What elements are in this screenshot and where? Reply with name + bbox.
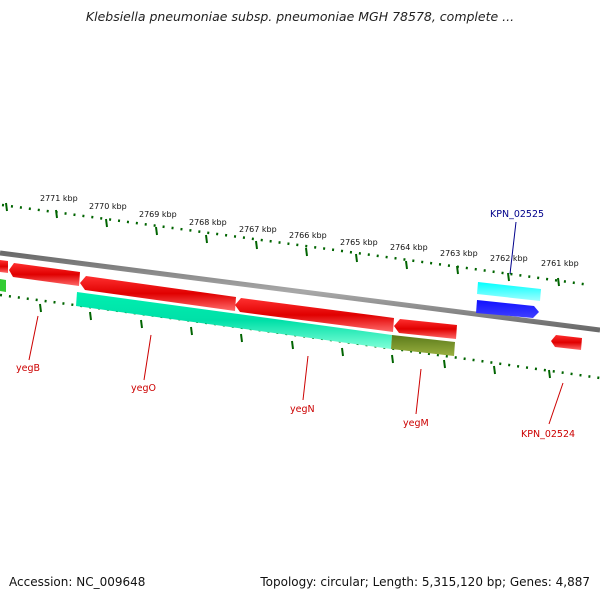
ruler-tick-lower: [291, 340, 294, 350]
gene-label-kpn-02525[interactable]: KPN_02525: [490, 209, 544, 220]
ruler-tick-lower: [39, 303, 42, 313]
genome-backbone: [0, 250, 600, 333]
feature-olive-band[interactable]: [391, 335, 455, 356]
leader-kpn-02525: [509, 221, 517, 275]
ruler-tick-lower: [493, 365, 496, 375]
ruler-tick-upper: [105, 218, 108, 228]
ruler-tick-lower: [341, 347, 344, 357]
ruler-tick-upper: [456, 265, 459, 275]
feature-yegB[interactable]: [9, 263, 80, 286]
gene-label-kpn-02524[interactable]: KPN_02524: [521, 429, 575, 440]
ruler-tick-label: 2763 kbp: [440, 249, 478, 258]
ruler-tick-upper: [355, 253, 358, 263]
ruler-tick-upper: [557, 277, 560, 287]
ruler-tick-upper: [5, 202, 8, 212]
ruler-tick-upper: [55, 209, 58, 219]
feature-cyan-upper[interactable]: [477, 282, 541, 301]
feature-kpn-02525[interactable]: [476, 300, 539, 318]
feature-yegO-red[interactable]: [80, 276, 236, 311]
gene-label-yegB[interactable]: yegB: [16, 363, 40, 374]
ruler-tick-lower: [240, 333, 243, 343]
ruler-dotted-arc-upper: [1, 203, 591, 287]
leader-yegN: [302, 355, 309, 401]
leader-yegM: [415, 368, 422, 415]
map-title: Klebsiella pneumoniae subsp. pneumoniae …: [85, 9, 515, 24]
ruler-tick-upper: [405, 260, 408, 270]
ruler-tick-label: 2762 kbp: [490, 254, 528, 263]
ruler-tick-label: 2771 kbp: [40, 194, 78, 203]
leader-yegB: [28, 315, 39, 361]
ruler-tick-upper: [305, 247, 308, 257]
ruler-tick-lower: [548, 369, 551, 379]
ruler-tick-upper: [507, 272, 510, 282]
gene-label-yegM[interactable]: yegM: [403, 418, 429, 429]
ruler-tick-upper: [155, 226, 158, 236]
genome-stats-text: Topology: circular; Length: 5,315,120 bp…: [260, 575, 590, 589]
leader-yegO: [143, 334, 152, 381]
feature-kpn-02524[interactable]: [551, 335, 582, 350]
ruler-tick-label: 2764 kbp: [390, 243, 428, 252]
gene-label-yegN[interactable]: yegN: [290, 404, 315, 415]
ruler-tick-label: 2770 kbp: [89, 202, 127, 211]
accession-text: Accession: NC_009648: [9, 575, 146, 589]
gene-label-yegO[interactable]: yegO: [131, 383, 156, 394]
ruler-tick-lower: [443, 359, 446, 369]
feature-red-left-edge[interactable]: [0, 260, 8, 273]
ruler-tick-lower: [140, 319, 143, 329]
ruler-tick-label: 2767 kbp: [239, 225, 277, 234]
ruler-tick-upper: [255, 240, 258, 250]
leader-kpn-02524: [548, 382, 564, 425]
ruler-tick-label: 2765 kbp: [340, 238, 378, 247]
feature-yegN[interactable]: [235, 298, 394, 332]
ruler-tick-labels: 2771 kbp 2770 kbp 2769 kbp 2768 kbp 2767 kbp…: [40, 194, 579, 268]
ruler-tick-label: 2761 kbp: [541, 259, 579, 268]
ruler-tick-lower: [89, 311, 92, 321]
ruler-tick-lower: [190, 326, 193, 336]
ruler-tick-label: 2769 kbp: [139, 210, 177, 219]
ruler-tick-label: 2766 kbp: [289, 231, 327, 240]
ruler-tick-lower: [391, 354, 394, 364]
ruler-tick-label: 2768 kbp: [189, 218, 227, 227]
feature-teal-band[interactable]: [76, 292, 392, 349]
ruler-tick-upper: [205, 234, 208, 244]
feature-green-left-edge[interactable]: [0, 279, 6, 292]
ruler-ticks: [5, 202, 560, 379]
feature-yegM-red[interactable]: [394, 319, 457, 339]
